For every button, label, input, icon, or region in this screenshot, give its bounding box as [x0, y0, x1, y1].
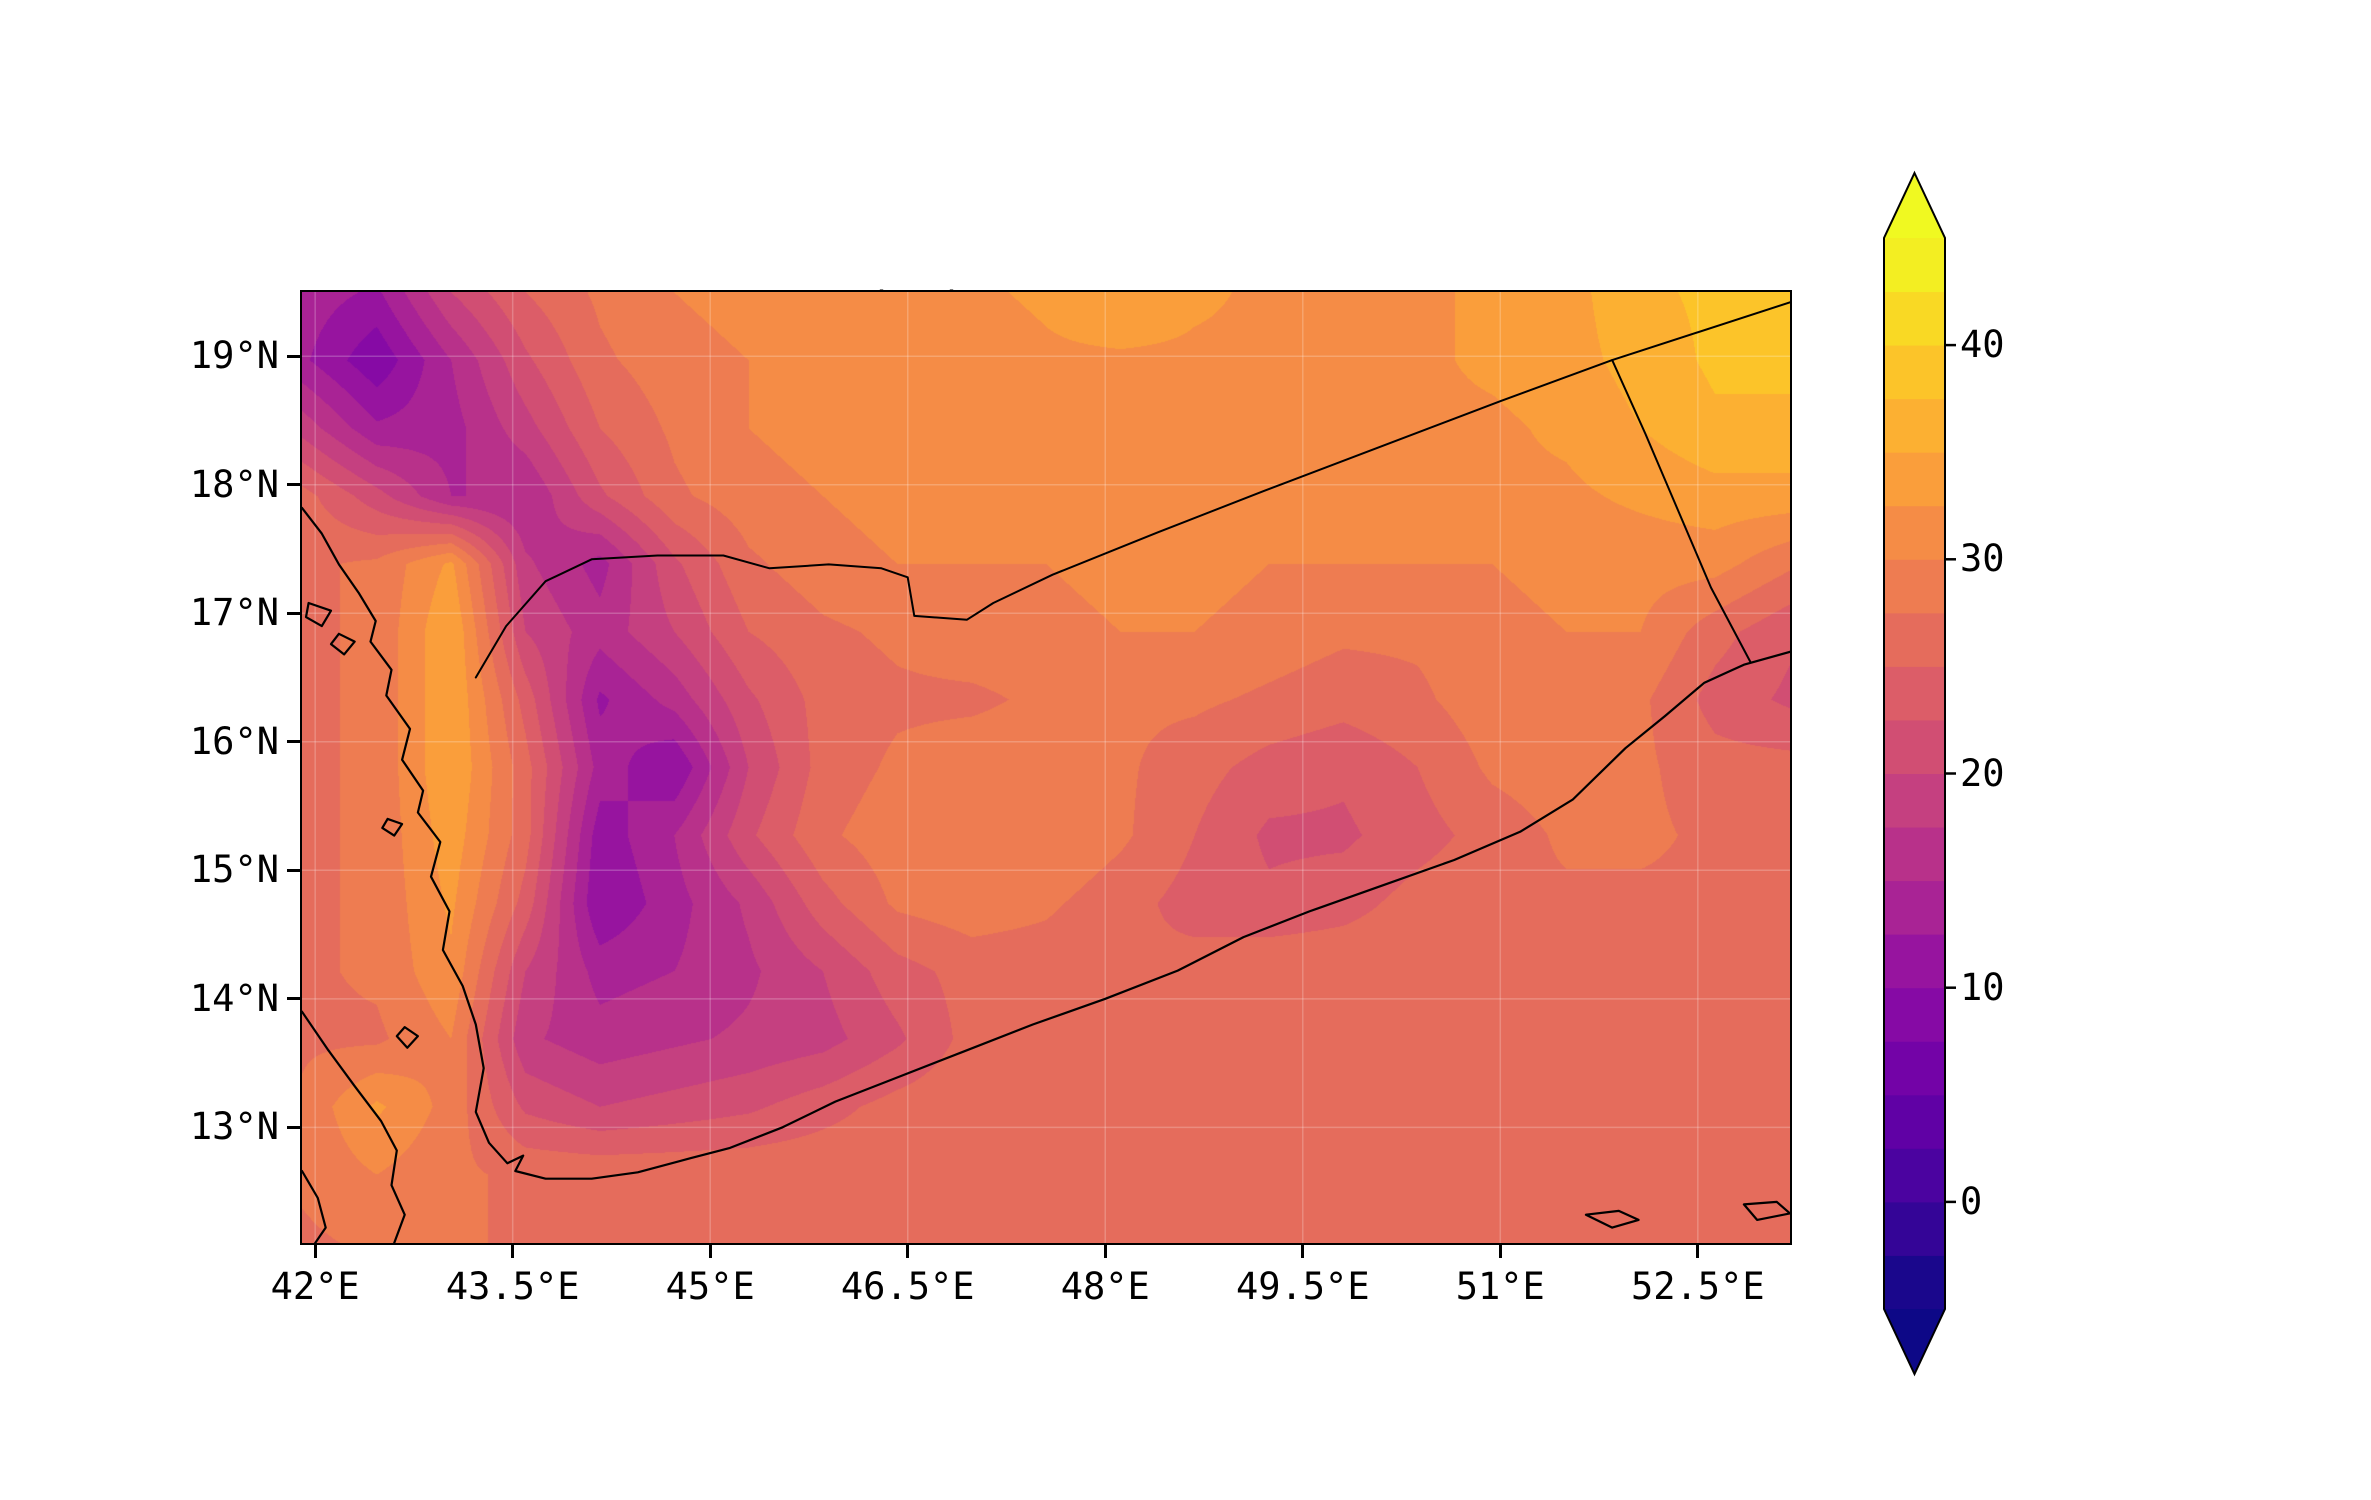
- x-tick-mark: [511, 1245, 515, 1258]
- colorbar-band: [1884, 344, 1945, 400]
- colorbar-band: [1884, 398, 1945, 453]
- farasan-island-2-coastline: [329, 632, 356, 656]
- colorbar-band: [1884, 558, 1945, 614]
- colorbar-outline: [1883, 170, 1946, 1377]
- map-plot: [300, 290, 1792, 1245]
- colorbar-band: [1884, 291, 1945, 346]
- y-tick-mark: [287, 740, 300, 744]
- africa-coast-strait-coastline: [302, 1169, 327, 1243]
- abd-al-kuri-island-coastline: [1584, 1209, 1640, 1229]
- y-tick-label: 17°N: [189, 591, 279, 635]
- x-tick-mark: [708, 1245, 712, 1258]
- x-tick-mark: [1696, 1245, 1700, 1258]
- x-tick-label: 42°E: [270, 1265, 360, 1308]
- x-tick-mark: [1301, 1245, 1305, 1258]
- colorbar-band: [1884, 237, 1945, 293]
- saudi-yemen-border: [474, 359, 1614, 679]
- x-tick-label: 52.5°E: [1630, 1265, 1765, 1308]
- colorbar-under-arrow: [1884, 1309, 1945, 1374]
- y-tick-label: 18°N: [189, 462, 279, 506]
- hanish-island-coastline: [395, 1025, 420, 1049]
- y-tick-label: 16°N: [189, 719, 279, 763]
- y-tick-mark: [287, 868, 300, 872]
- y-tick-mark: [287, 483, 300, 487]
- x-tick-mark: [313, 1245, 317, 1258]
- arabian-coast-coastline: [302, 506, 1790, 1180]
- x-tick-label: 46.5°E: [840, 1265, 975, 1308]
- x-tick-label: 45°E: [665, 1265, 755, 1308]
- y-tick-mark: [287, 611, 300, 615]
- colorbar-band: [1884, 1094, 1945, 1149]
- y-tick-mark: [287, 1125, 300, 1129]
- temperature-field-canvas: [302, 292, 1790, 1243]
- colorbar-band: [1884, 1147, 1945, 1203]
- farasan-island-1-coastline: [304, 601, 333, 628]
- y-tick-label: 13°N: [189, 1105, 279, 1149]
- y-tick-label: 15°N: [189, 848, 279, 892]
- colorbar-band: [1884, 880, 1945, 935]
- y-tick-label: 19°N: [189, 334, 279, 378]
- x-tick-label: 49.5°E: [1235, 1265, 1370, 1308]
- saudi-oman-border: [1611, 301, 1790, 362]
- colorbar-tick-label: 20: [1960, 751, 2005, 795]
- colorbar-band: [1884, 665, 1945, 721]
- y-tick-label: 14°N: [189, 976, 279, 1020]
- yemen-oman-border: [1611, 359, 1752, 664]
- colorbar-band: [1884, 612, 1945, 667]
- y-tick-mark: [287, 997, 300, 1001]
- colorbar-band: [1884, 451, 1945, 507]
- colorbar-tick-label: 30: [1960, 537, 2005, 581]
- x-tick-label: 43.5°E: [445, 1265, 580, 1308]
- y-tick-mark: [287, 354, 300, 358]
- colorbar-band: [1884, 933, 1945, 989]
- x-tick-label: 51°E: [1455, 1265, 1545, 1308]
- colorbar-band: [1884, 826, 1945, 882]
- x-tick-label: 48°E: [1060, 1265, 1150, 1308]
- colorbar-band: [1884, 773, 1945, 828]
- socotra-west-tip-coastline: [1742, 1200, 1790, 1222]
- colorbar-tick-label: 0: [1960, 1179, 1983, 1223]
- kamaran-island-coastline: [381, 817, 404, 837]
- colorbar-tick-label: 40: [1960, 323, 2005, 367]
- africa-coast-coastline: [302, 1010, 406, 1243]
- x-tick-mark: [906, 1245, 910, 1258]
- colorbar-band: [1884, 719, 1945, 774]
- map-overlay: [302, 292, 1790, 1243]
- colorbar-band: [1884, 1040, 1945, 1096]
- colorbar-tick-label: 10: [1960, 965, 2005, 1009]
- colorbar-band: [1884, 505, 1945, 560]
- colorbar-band: [1884, 1201, 1945, 1256]
- colorbar-over-arrow: [1884, 173, 1945, 238]
- x-tick-mark: [1103, 1245, 1107, 1258]
- colorbar-band: [1884, 987, 1945, 1042]
- x-tick-mark: [1498, 1245, 1502, 1258]
- colorbar-band: [1884, 1254, 1945, 1310]
